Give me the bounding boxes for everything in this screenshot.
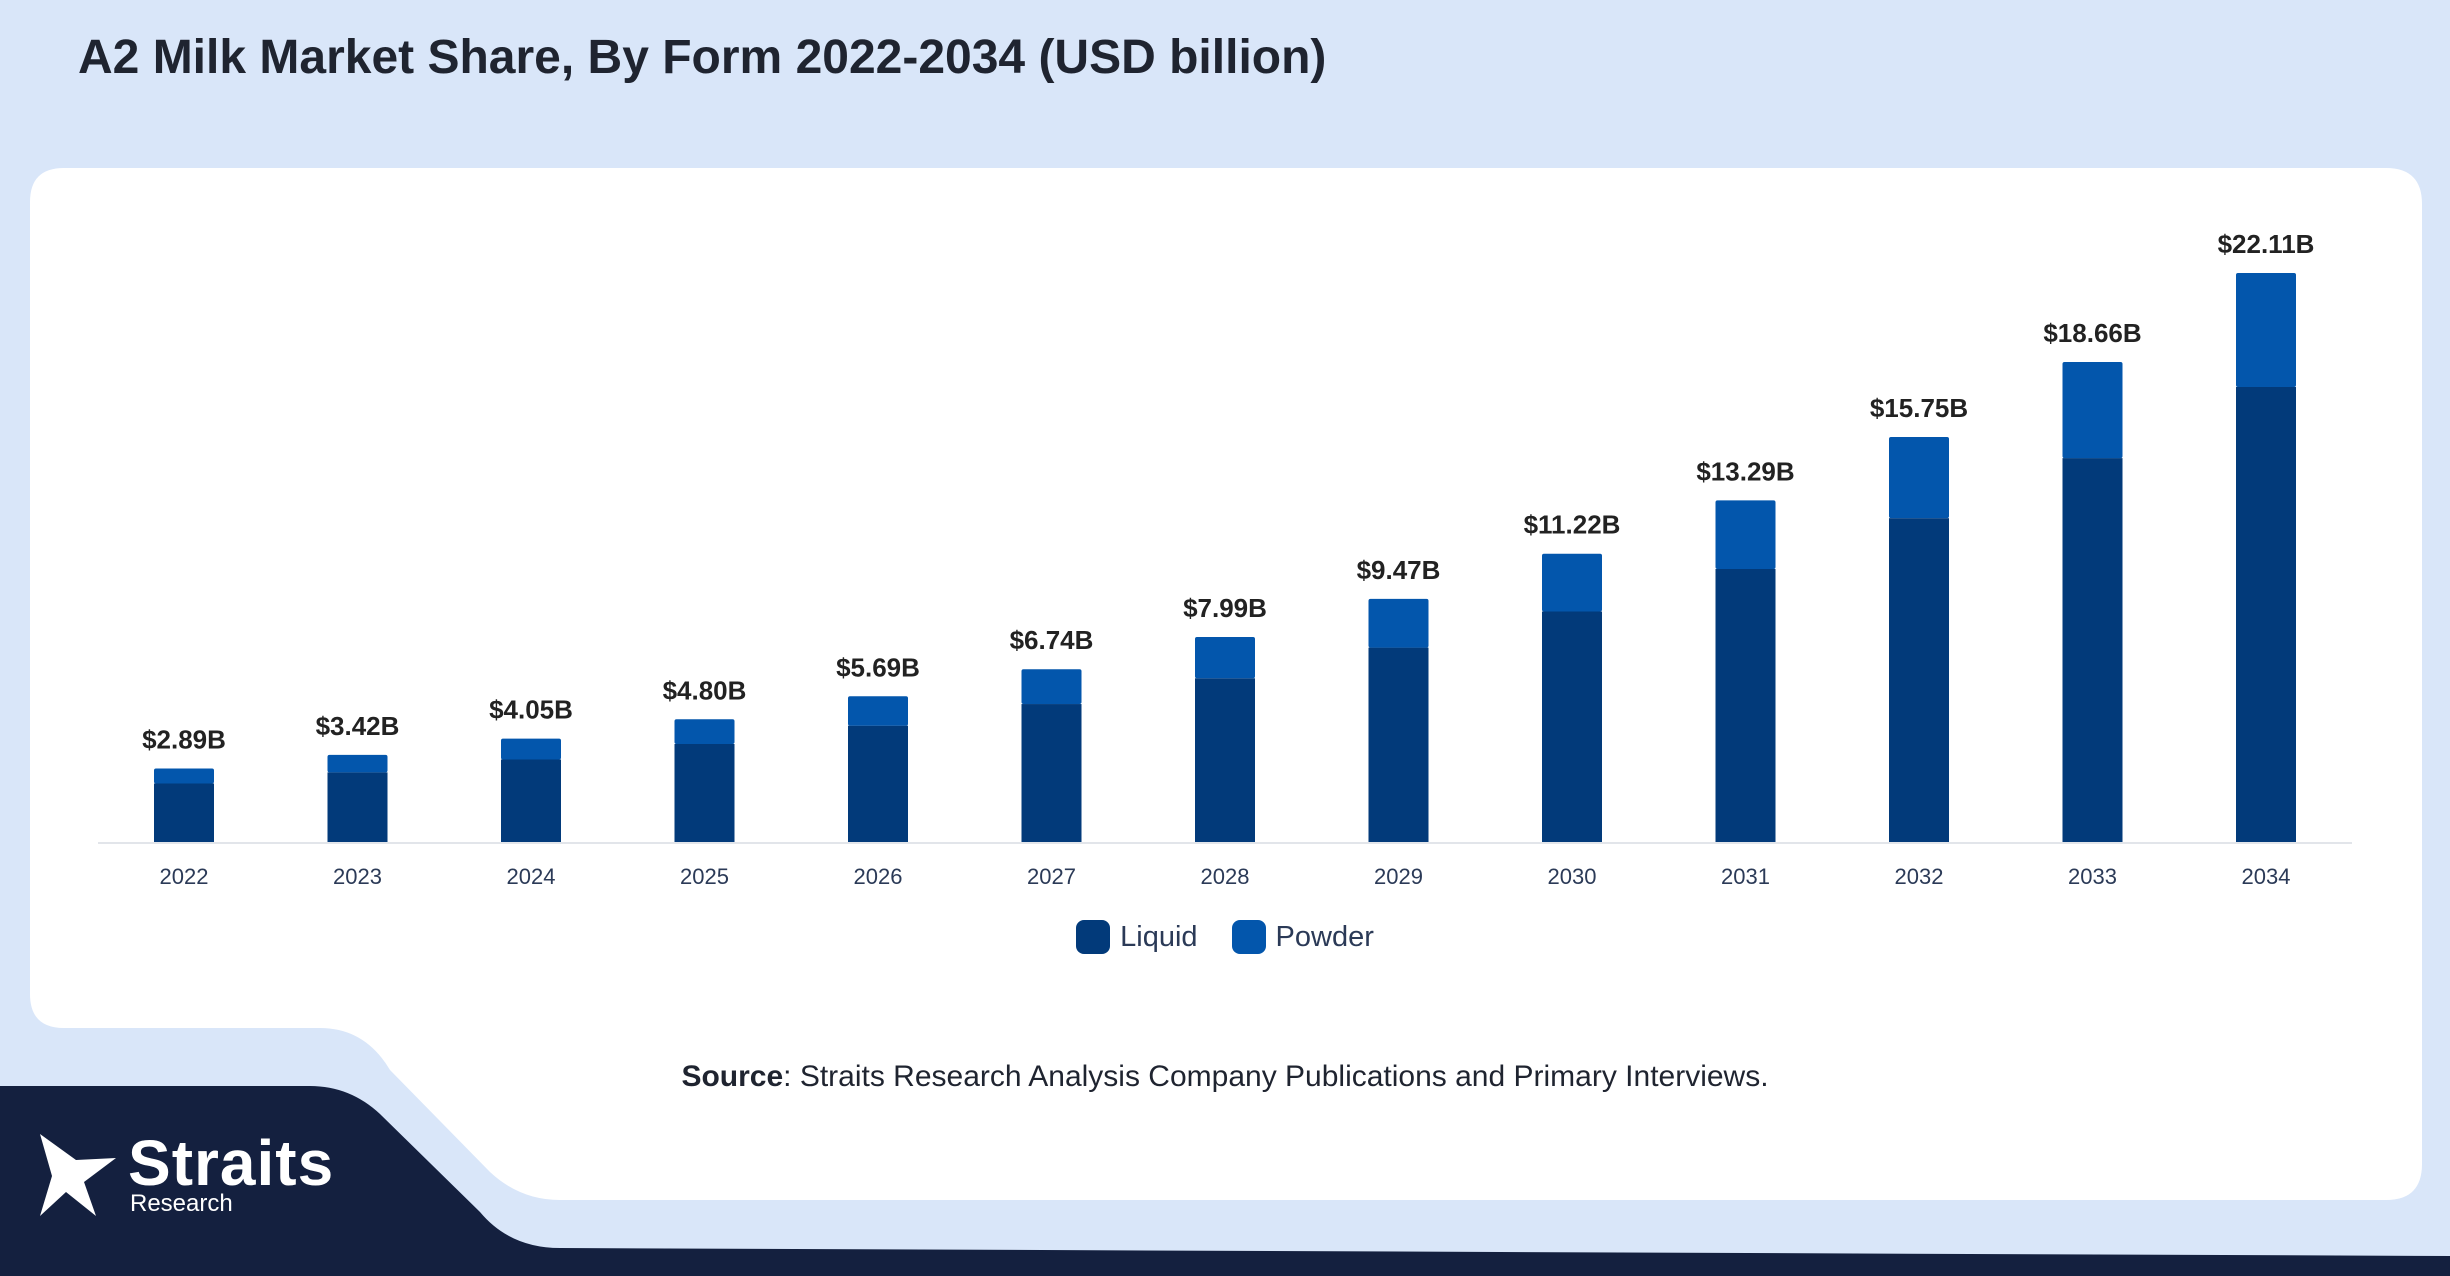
data-label-2032: $15.75B: [1870, 393, 1968, 423]
bar-powder-2025[interactable]: [674, 719, 735, 745]
bar-liquid-2034[interactable]: [2236, 386, 2296, 843]
data-label-2033: $18.66B: [2043, 318, 2141, 348]
legend-item-powder[interactable]: Powder: [1231, 920, 1374, 954]
bar-powder-2034[interactable]: [2236, 273, 2296, 387]
x-tick-label-2023: 2023: [333, 864, 382, 889]
data-label-2026: $5.69B: [836, 652, 920, 682]
source-note: Source: Straits Research Analysis Compan…: [0, 1060, 2450, 1094]
x-tick-label-2027: 2027: [1027, 864, 1076, 889]
bar-powder-2027[interactable]: [1021, 669, 1082, 705]
bar-liquid-2023[interactable]: [327, 772, 388, 843]
legend-swatch-powder: [1231, 920, 1266, 954]
logo-wordmark: Straits: [128, 1127, 335, 1199]
bar-liquid-2027[interactable]: [1021, 704, 1082, 843]
data-label-2025: $4.80B: [663, 675, 747, 705]
bar-liquid-2032[interactable]: [1889, 518, 1949, 843]
bar-liquid-2029[interactable]: [1368, 647, 1429, 843]
page-title: A2 Milk Market Share, By Form 2022-2034 …: [78, 31, 1327, 84]
straits-logo-icon: [40, 1134, 116, 1216]
x-tick-label-2033: 2033: [2068, 864, 2117, 889]
x-tick-label-2026: 2026: [854, 864, 903, 889]
data-label-2024: $4.05B: [489, 695, 573, 725]
bar-powder-2033[interactable]: [2062, 361, 2123, 459]
x-tick-label-2030: 2030: [1548, 864, 1597, 889]
bar-powder-2024[interactable]: [501, 738, 561, 760]
bar-liquid-2033[interactable]: [2062, 458, 2123, 843]
bar-liquid-2026[interactable]: [848, 725, 908, 843]
footer-band: [0, 1086, 2450, 1276]
data-label-2022: $2.89B: [142, 724, 226, 754]
bar-liquid-2024[interactable]: [501, 759, 561, 843]
legend-label-powder: Powder: [1275, 920, 1374, 953]
x-tick-label-2034: 2034: [2242, 864, 2291, 889]
bar-powder-2031[interactable]: [1715, 500, 1776, 569]
bar-liquid-2030[interactable]: [1542, 611, 1602, 843]
data-label-2030: $11.22B: [1524, 510, 1621, 540]
x-tick-label-2029: 2029: [1374, 864, 1423, 889]
bar-liquid-2031[interactable]: [1715, 568, 1776, 843]
bar-powder-2030[interactable]: [1542, 553, 1602, 612]
legend-swatch-liquid: [1076, 920, 1111, 954]
source-label: Source: [681, 1060, 784, 1093]
x-tick-label-2024: 2024: [507, 864, 556, 889]
logo-subtitle: Research: [130, 1190, 233, 1217]
data-label-2031: $13.29B: [1696, 456, 1794, 486]
x-tick-label-2031: 2031: [1721, 864, 1770, 889]
x-tick-label-2032: 2032: [1895, 864, 1944, 889]
bar-liquid-2022[interactable]: [154, 783, 214, 843]
legend-label-liquid: Liquid: [1120, 920, 1198, 953]
x-tick-label-2025: 2025: [680, 864, 729, 889]
bar-powder-2032[interactable]: [1889, 436, 1949, 519]
legend: Liquid Powder: [0, 920, 2450, 954]
bar-powder-2028[interactable]: [1195, 637, 1255, 679]
bar-powder-2026[interactable]: [848, 696, 908, 726]
bar-liquid-2028[interactable]: [1195, 678, 1255, 843]
x-tick-label-2022: 2022: [160, 864, 209, 889]
data-label-2028: $7.99B: [1183, 593, 1267, 623]
x-tick-label-2028: 2028: [1201, 864, 1250, 889]
bars-layer: [154, 273, 2296, 843]
data-label-2029: $9.47B: [1357, 555, 1441, 585]
bar-liquid-2025[interactable]: [674, 744, 735, 843]
source-text: : Straits Research Analysis Company Publ…: [783, 1060, 1769, 1093]
labels-layer: $2.89B 2022 $3.42B 2023 $4.05B 2024 $4.80B 2025…: [142, 229, 2314, 889]
legend-item-liquid[interactable]: Liquid: [1076, 920, 1198, 954]
data-label-2034: $22.11B: [2218, 229, 2315, 259]
data-label-2023: $3.42B: [316, 711, 400, 741]
bar-powder-2023[interactable]: [327, 754, 388, 773]
bar-powder-2029[interactable]: [1368, 598, 1429, 648]
data-label-2027: $6.74B: [1010, 625, 1094, 655]
bar-powder-2022[interactable]: [154, 768, 214, 784]
